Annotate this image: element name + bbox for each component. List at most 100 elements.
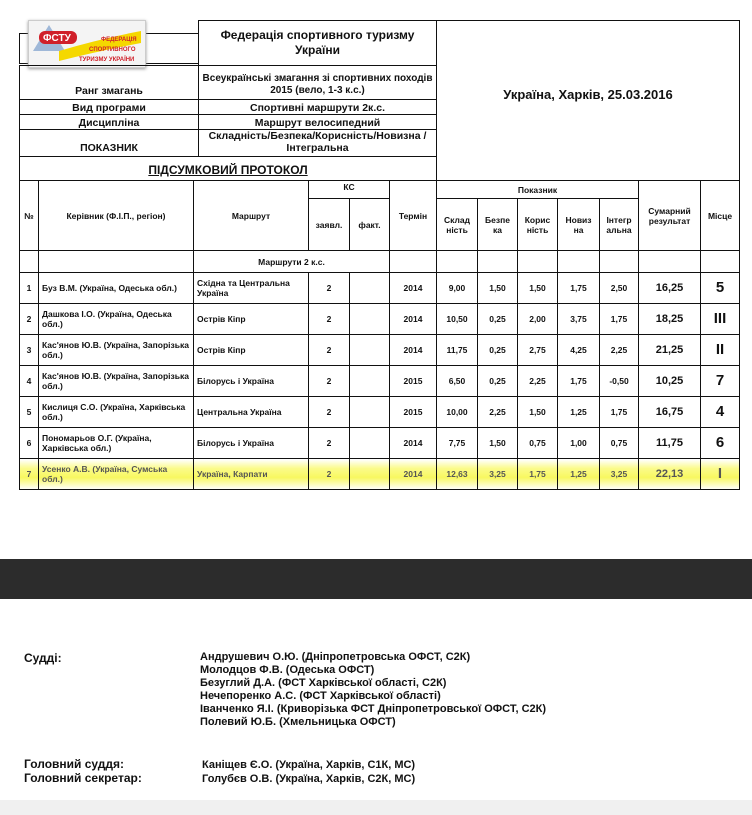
cell-difficulty: 9,00: [436, 272, 478, 304]
judges-list: Андрушевич О.Ю. (Дніпропетровська ОФСТ, …: [200, 651, 546, 729]
results-table: № Керівник (Ф.І.П., регіон) Маршрут КС Т…: [19, 180, 740, 490]
cell-ks-actual: [349, 427, 390, 459]
cell-difficulty: 10,50: [436, 303, 478, 335]
cell-place: 6: [700, 427, 740, 459]
cell-num: 2: [19, 303, 39, 335]
cell-integral: -0,50: [599, 365, 639, 397]
page-separator: [0, 559, 752, 599]
cell-safety: 0,25: [477, 334, 518, 366]
cell-safety: 3,25: [477, 458, 518, 490]
cell-place: 5: [700, 272, 740, 304]
fstu-logo-graphic: ФСТУ ФЕДЕРАЦІЯ СПОРТИВНОГО ТУРИЗМУ УКРАЇ…: [33, 25, 141, 63]
cell-difficulty: 10,00: [436, 396, 478, 428]
table-row: 1 Буз В.М. (Україна, Одеська обл.) Східна …: [19, 272, 740, 304]
cell-safety: 2,25: [477, 396, 518, 428]
cell-ks: 2: [308, 303, 350, 335]
header-integral: Інтегр альна: [599, 198, 639, 251]
header-place: Місце: [700, 180, 740, 251]
fstu-logo: ФСТУ ФЕДЕРАЦІЯ СПОРТИВНОГО ТУРИЗМУ УКРАЇ…: [28, 20, 146, 68]
svg-text:ТУРИЗМУ УКРАЇНИ: ТУРИЗМУ УКРАЇНИ: [79, 56, 134, 63]
section-title: Маршрути 2 к.с.: [193, 250, 390, 273]
cell-novelty: 1,75: [557, 365, 600, 397]
cell-usefulness: 0,75: [517, 427, 558, 459]
cell-place: II: [700, 334, 740, 366]
program-value: Спортивні маршрути 2к.с.: [198, 100, 437, 115]
svg-text:ФЕДЕРАЦІЯ: ФЕДЕРАЦІЯ: [101, 37, 137, 43]
cell-leader: Дашкова І.О. (Україна, Одеська обл.): [38, 303, 194, 335]
cell-ks-actual: [349, 303, 390, 335]
cell-difficulty: 6,50: [436, 365, 478, 397]
cell-term: 2014: [389, 334, 437, 366]
cell-place: 7: [700, 365, 740, 397]
cell-route: Острів Кіпр: [193, 334, 309, 366]
cell-ks: 2: [308, 458, 350, 490]
header-indicator: Показник: [436, 180, 639, 199]
cell-ks: 2: [308, 427, 350, 459]
cell-route: Центральна Україна: [193, 396, 309, 428]
cell-ks: 2: [308, 365, 350, 397]
table-row: 5 Кислиця С.О. (Україна, Харківська обл.)…: [19, 396, 740, 428]
cell-place: III: [700, 303, 740, 335]
cell-novelty: 1,25: [557, 396, 600, 428]
table-row: 6 Пономарьов О.Г. (Україна, Харківська об…: [19, 427, 740, 459]
cell-route: Білорусь і Україна: [193, 365, 309, 397]
cell-leader: Буз В.М. (Україна, Одеська обл.): [38, 272, 194, 304]
cell-usefulness: 2,25: [517, 365, 558, 397]
header-route: Маршрут: [193, 180, 309, 251]
judge-name: Безуглий Д.А. (ФСТ Харківської області, …: [200, 677, 447, 689]
chief-judge-label: Головний суддя:: [24, 757, 125, 771]
cell-ks: 2: [308, 334, 350, 366]
cell-num: 1: [19, 272, 39, 304]
cell-num: 4: [19, 365, 39, 397]
cell-num: 5: [19, 396, 39, 428]
cell-term: 2015: [389, 396, 437, 428]
cell-num: 3: [19, 334, 39, 366]
cell-term: 2015: [389, 365, 437, 397]
cell-term: 2014: [389, 303, 437, 335]
judges-label: Судді:: [24, 651, 62, 665]
cell-total: 10,25: [638, 365, 701, 397]
cell-integral: 1,75: [599, 303, 639, 335]
cell-integral: 2,25: [599, 334, 639, 366]
header-ks-actual: факт.: [349, 198, 390, 251]
cell-integral: 3,25: [599, 458, 639, 490]
cell-num: 6: [19, 427, 39, 459]
cell-total: 18,25: [638, 303, 701, 335]
cell-leader: Кислиця С.О. (Україна, Харківська обл.): [38, 396, 194, 428]
discipline-label: Дисципліна: [19, 115, 199, 130]
table-row: 2 Дашкова І.О. (Україна, Одеська обл.) Ост…: [19, 303, 740, 335]
cell-leader: Усенко А.В. (Україна, Сумська обл.): [38, 458, 194, 490]
cell-route: Україна, Карпати: [193, 458, 309, 490]
table-row: 3 Кас'янов Ю.В. (Україна, Запорізька обл.…: [19, 334, 740, 366]
cell-usefulness: 1,50: [517, 272, 558, 304]
cell-novelty: 1,25: [557, 458, 600, 490]
cell-safety: 1,50: [477, 427, 518, 459]
federation-name: Федерація спортивного туризму України: [220, 28, 415, 57]
header-total: Сумарний результат: [638, 180, 701, 251]
cell-novelty: 3,75: [557, 303, 600, 335]
chief-judge: Каніщев Є.О. (Україна, Харків, С1К, МС): [202, 759, 416, 771]
judge-name: Андрушевич О.Ю. (Дніпропетровська ОФСТ, …: [200, 651, 471, 663]
cell-route: Білорусь і Україна: [193, 427, 309, 459]
indicator-label: ПОКАЗНИК: [19, 130, 199, 157]
rank-value: Всеукраїнські змагання зі спортивних пох…: [198, 65, 437, 100]
judge-name: Нечепоренко А.С. (ФСТ Харківської област…: [200, 690, 441, 702]
cell-total: 11,75: [638, 427, 701, 459]
cell-usefulness: 2,00: [517, 303, 558, 335]
cell-usefulness: 1,50: [517, 396, 558, 428]
cell-term: 2014: [389, 427, 437, 459]
chief-secretary: Голубєв О.В. (Україна, Харків, С2К, МС): [202, 773, 416, 785]
cell-place: 4: [700, 396, 740, 428]
cell-leader: Пономарьов О.Г. (Україна, Харківська обл…: [38, 427, 194, 459]
table-row: 4 Кас'янов Ю.В. (Україна, Запорізька обл.…: [19, 365, 740, 397]
cell-usefulness: 1,75: [517, 458, 558, 490]
svg-text:ФСТУ: ФСТУ: [43, 33, 72, 44]
cell-novelty: 1,00: [557, 427, 600, 459]
svg-text:СПОРТИВНОГО: СПОРТИВНОГО: [89, 47, 136, 53]
cell-num: 7: [19, 458, 39, 490]
judge-name: Молодцов Ф.В. (Одеська ОФСТ): [200, 664, 375, 676]
cell-ks: 2: [308, 396, 350, 428]
header-usefulness: Корис ність: [517, 198, 558, 251]
divider: [198, 65, 199, 157]
location-date-cell: Україна, Харків, 25.03.2016: [436, 20, 740, 181]
